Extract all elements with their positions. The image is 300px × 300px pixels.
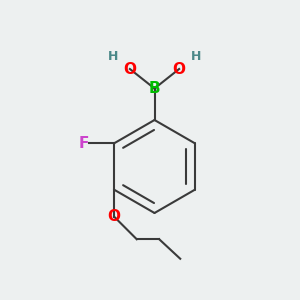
Text: H: H: [108, 50, 118, 63]
Text: O: O: [172, 61, 186, 76]
Text: B: B: [149, 81, 160, 96]
Text: O: O: [108, 209, 121, 224]
Text: H: H: [190, 50, 201, 63]
Text: O: O: [123, 61, 136, 76]
Text: F: F: [78, 136, 88, 151]
